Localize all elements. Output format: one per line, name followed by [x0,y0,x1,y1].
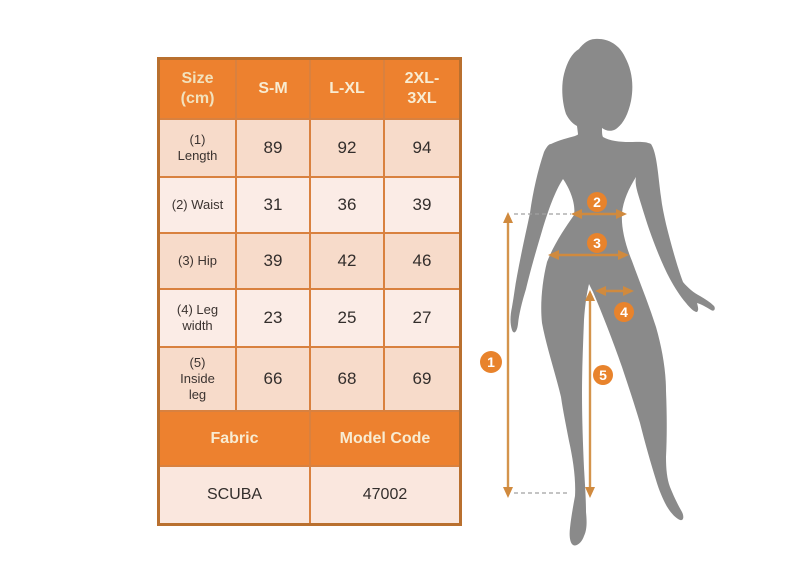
svg-text:2: 2 [593,194,601,210]
measure-arrow-hip [548,250,629,260]
value-leg-width-lxl: 25 [311,290,383,346]
value-inside-leg-2xl: 69 [385,348,459,410]
measure-arrow-waist [571,209,627,219]
row-label-waist: (2) Waist [160,178,235,232]
svg-text:5: 5 [599,367,607,383]
value-length-sm: 89 [237,120,309,176]
measure-arrow-length [503,212,513,498]
marker-circle-1: 1 [480,351,502,373]
model-code-header: Model Code [311,412,459,465]
col-header-2xl-3xl: 2XL- 3XL [385,60,459,118]
row-label-inside-leg: (5) Inside leg [160,348,235,410]
value-hip-sm: 39 [237,234,309,288]
measure-arrow-inside-leg [585,290,595,498]
size-table: Size (cm) S-M L-XL 2XL- 3XL (1) Length 8… [157,57,462,526]
model-code-value: 47002 [311,467,459,523]
row-label-hip: (3) Hip [160,234,235,288]
measure-arrow-leg-width [595,286,634,296]
value-leg-width-2xl: 27 [385,290,459,346]
col-header-s-m: S-M [237,60,309,118]
value-length-lxl: 92 [311,120,383,176]
measurement-diagram: 1 2 3 4 5 [470,25,740,555]
value-leg-width-sm: 23 [237,290,309,346]
size-unit-header: Size (cm) [160,60,235,118]
svg-text:4: 4 [620,304,628,320]
marker-circle-2: 2 [587,192,607,212]
svg-text:3: 3 [593,235,601,251]
value-waist-2xl: 39 [385,178,459,232]
value-waist-lxl: 36 [311,178,383,232]
svg-text:1: 1 [487,354,495,370]
row-label-leg-width: (4) Leg width [160,290,235,346]
row-label-length: (1) Length [160,120,235,176]
value-hip-2xl: 46 [385,234,459,288]
value-waist-sm: 31 [237,178,309,232]
marker-circle-3: 3 [587,233,607,253]
value-length-2xl: 94 [385,120,459,176]
col-header-l-xl: L-XL [311,60,383,118]
value-inside-leg-lxl: 68 [311,348,383,410]
marker-circle-4: 4 [614,302,634,322]
value-inside-leg-sm: 66 [237,348,309,410]
fabric-value: SCUBA [160,467,309,523]
value-hip-lxl: 42 [311,234,383,288]
marker-circle-5: 5 [593,365,613,385]
fabric-header: Fabric [160,412,309,465]
